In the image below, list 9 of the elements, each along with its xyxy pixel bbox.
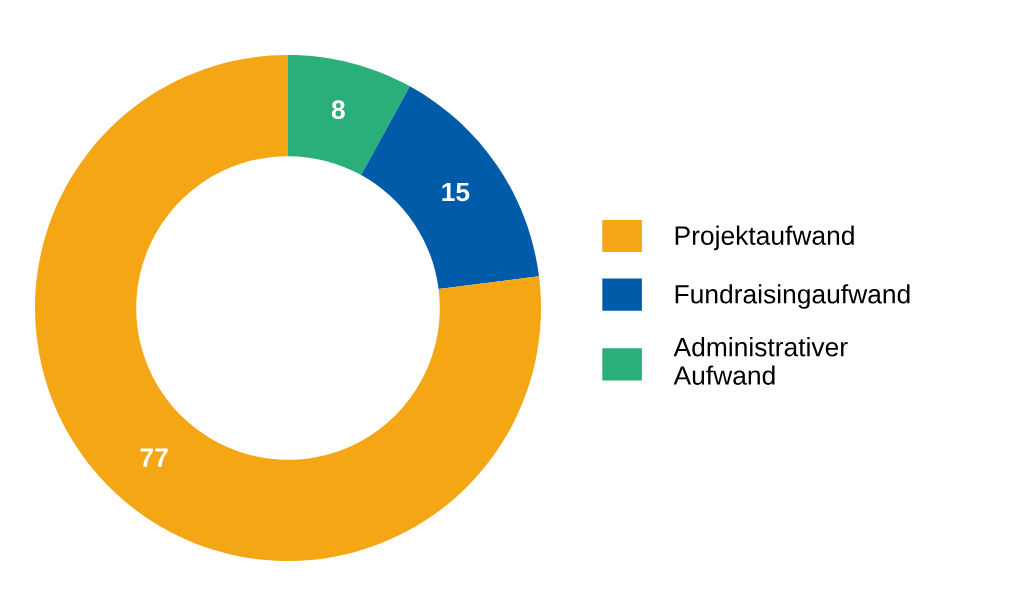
- legend-label: Fundraisingaufwand: [675, 284, 910, 309]
- donut-slice: [35, 55, 541, 561]
- data-label: 8: [331, 100, 345, 120]
- donut-slice: [361, 86, 540, 289]
- data-label: 77: [140, 448, 168, 467]
- donut-slice: [288, 55, 410, 175]
- legend-label: Projektaufwand: [675, 225, 854, 251]
- legend-label: Administrativer Aufwand: [673, 337, 848, 385]
- data-label: 15: [442, 182, 470, 202]
